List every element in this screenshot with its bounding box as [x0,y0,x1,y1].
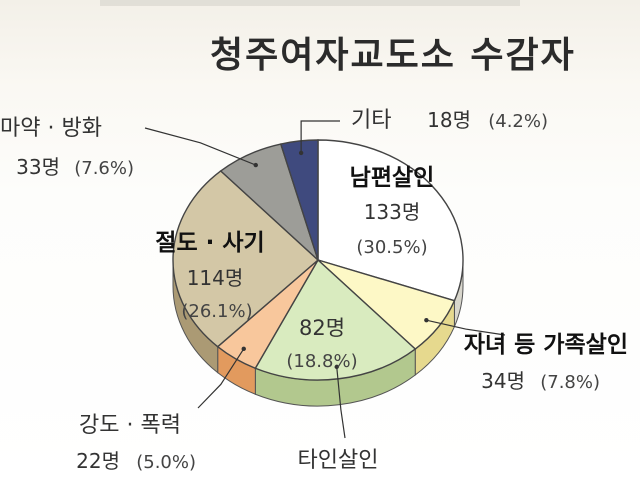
slice-label-other: 기타 [351,108,391,133]
slice-value-husband-murder: 133명 [364,200,421,224]
leader-dot-stranger-murder [334,364,339,370]
slice-percent-theft-fraud: (26.1%) [181,301,252,322]
slice-value-stranger-murder: 82명 [299,316,345,340]
leader-dot-other [298,150,304,156]
slice-percent-stranger-murder: (18.8%) [286,351,357,372]
slice-other [279,139,319,261]
slice-value-theft-fraud: 114명 [187,266,244,290]
slice-percent-husband-murder: (30.5%) [356,237,427,258]
slice-percent-drugs-arson: (7.6%) [74,158,134,179]
slice-stranger-murder [254,258,417,381]
leader-dot-family-murder [424,317,429,323]
slice-label-theft-fraud: 절도 · 사기 [155,230,264,256]
leader-line-other [300,120,340,153]
chart-title: 청주여자교도소 수감자 [210,35,576,76]
slice-label-robbery-violence: 강도 · 폭력 [79,413,181,438]
slice-value-family-murder: 34명 [481,369,525,393]
leader-line-family-murder [426,319,506,336]
slice-theft-fraud [172,170,320,348]
slice-value-robbery-violence: 22명 [76,449,120,473]
slice-husband-murder [317,139,464,302]
leader-line-drugs-arson [144,127,256,166]
pie-slices [172,139,464,381]
slice-value-other: 18명 [427,108,471,132]
leader-lines [144,120,506,439]
slice-label-stranger-murder: 타인살인 [298,448,379,473]
leader-dot-drugs-arson [253,162,258,168]
slice-value-drugs-arson: 33명 [16,155,60,179]
slice-label-drugs-arson: 마약 · 방화 [0,116,102,141]
top-decorative-strip [100,0,520,6]
slice-percent-robbery-violence: (5.0%) [136,452,196,473]
leader-line-robbery-violence [197,348,245,409]
slice-label-husband-murder: 남편살인 [350,165,435,191]
leader-line-stranger-murder [336,366,346,439]
slice-label-family-murder: 자녀 등 가족살인 [464,332,628,358]
slice-percent-family-murder: (7.8%) [540,372,600,393]
leader-dot-robbery-violence [241,346,246,352]
slice-percent-other: (4.2%) [488,111,548,132]
